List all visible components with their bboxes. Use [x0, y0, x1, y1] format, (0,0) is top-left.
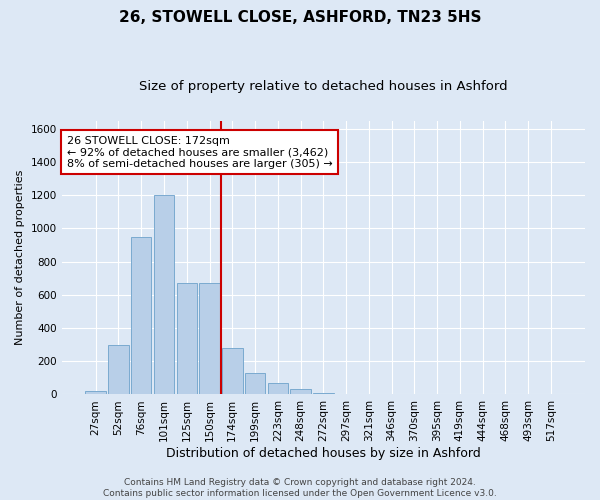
- Bar: [268, 383, 288, 394]
- Bar: [154, 196, 174, 394]
- Bar: [313, 393, 334, 394]
- Bar: [176, 283, 197, 395]
- Y-axis label: Number of detached properties: Number of detached properties: [15, 170, 25, 345]
- Bar: [199, 283, 220, 395]
- Bar: [290, 390, 311, 394]
- Bar: [222, 348, 242, 395]
- Bar: [245, 373, 265, 394]
- Text: 26, STOWELL CLOSE, ASHFORD, TN23 5HS: 26, STOWELL CLOSE, ASHFORD, TN23 5HS: [119, 10, 481, 25]
- Text: 26 STOWELL CLOSE: 172sqm
← 92% of detached houses are smaller (3,462)
8% of semi: 26 STOWELL CLOSE: 172sqm ← 92% of detach…: [67, 136, 332, 169]
- Title: Size of property relative to detached houses in Ashford: Size of property relative to detached ho…: [139, 80, 508, 93]
- Bar: [85, 391, 106, 394]
- Text: Contains HM Land Registry data © Crown copyright and database right 2024.
Contai: Contains HM Land Registry data © Crown c…: [103, 478, 497, 498]
- X-axis label: Distribution of detached houses by size in Ashford: Distribution of detached houses by size …: [166, 447, 481, 460]
- Bar: [131, 237, 151, 394]
- Bar: [108, 344, 129, 395]
